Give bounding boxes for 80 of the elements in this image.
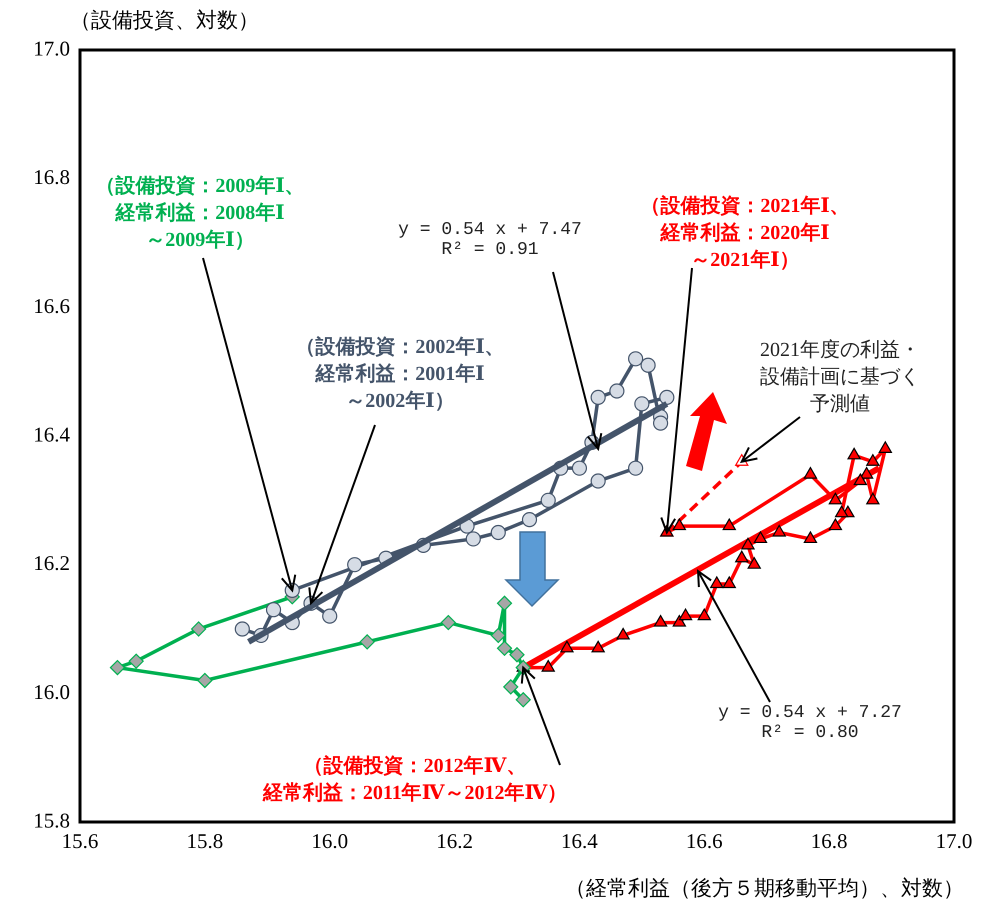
point [266,602,282,618]
point [572,460,588,476]
point [772,524,786,537]
point [496,640,512,656]
point [828,492,842,504]
point [496,596,512,611]
point [628,460,644,476]
point [591,640,605,652]
point [360,634,375,650]
annotation: （設備投資：2012年Ⅳ、経常利益：2011年Ⅳ～2012年Ⅳ） [262,754,568,806]
point [722,576,736,588]
point [522,512,538,528]
point [698,608,711,620]
point [509,647,525,662]
annotation: y = 0.54 x + 7.47 R² = 0.91 [397,220,583,260]
point [804,531,818,544]
annotation: （設備投資：2009年Ⅰ、経常利益：2008年Ⅰ～2009年Ⅰ） [95,174,305,253]
point [503,679,518,694]
x-tick-label: 16.0 [311,829,348,854]
y-tick-label: 16.6 [33,294,70,318]
point [860,467,874,479]
point [735,550,748,562]
x-tick-label: 16.4 [561,829,598,854]
point [678,608,692,620]
point [609,383,624,399]
point [440,614,456,630]
point [710,576,724,588]
point [866,492,880,504]
x-tick-label: 16.6 [686,829,723,854]
point [590,390,606,405]
point [722,518,736,530]
point [672,614,686,627]
point [847,448,861,460]
point [628,351,644,366]
point [654,614,668,627]
point [560,640,574,652]
point [128,654,144,669]
point [828,518,842,530]
annotation: （設備投資：2021年Ⅰ、経常利益：2020年Ⅰ～2021年Ⅰ） [640,194,850,273]
point [741,538,755,550]
point [878,441,892,453]
point [748,557,761,569]
point [659,390,674,405]
point [866,454,880,466]
point [652,416,668,431]
point [110,660,126,676]
point [234,621,250,637]
point [616,628,630,640]
y-tick-label: 16.0 [33,680,70,704]
y-tick-label: 16.2 [33,551,70,576]
x-tick-label: 15.8 [186,829,224,854]
x-tick-label: 16.2 [436,829,473,854]
x-tick-label: 16.8 [810,829,848,854]
point [804,467,818,479]
point [640,358,656,373]
point [634,396,650,412]
point [516,692,531,708]
point [191,621,206,637]
point [466,531,481,547]
point [490,628,506,644]
annotation: y = 0.54 x + 7.27 R² = 0.80 [717,703,903,743]
y-tick-label: 16.4 [33,422,70,447]
y-tick-label: 17.0 [33,36,70,61]
point [540,492,556,508]
point [834,506,848,518]
y-axis-title: （設備投資、対数） [70,7,259,34]
point [854,473,868,486]
point [590,473,606,489]
x-tick-label: 17.0 [936,829,972,854]
annotation: （設備投資：2002年Ⅰ、経常利益：2001年Ⅰ～2002年Ⅰ） [295,335,505,414]
point [322,608,338,624]
annotation: 2021年度の利益・設備計画に基づく予測値 [759,338,921,417]
point [347,557,362,572]
point [542,660,555,672]
x-axis-title: （経常利益（後方５期移動平均）、対数） [565,875,964,902]
y-tick-label: 16.8 [33,165,70,190]
point [672,518,686,530]
point [754,531,768,544]
point [197,672,212,688]
point [490,524,506,540]
